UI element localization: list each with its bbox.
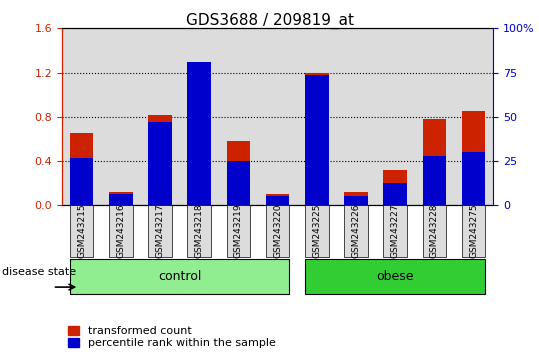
Bar	[70, 158, 93, 205]
Text: obese: obese	[376, 270, 414, 282]
Bar	[266, 196, 289, 205]
Text: GSM243220: GSM243220	[273, 204, 282, 258]
Bar	[305, 205, 329, 257]
Bar	[305, 258, 485, 294]
Bar	[383, 170, 407, 205]
Text: control: control	[158, 270, 201, 282]
Bar	[188, 62, 211, 205]
Text: GDS3688 / 209819_at: GDS3688 / 209819_at	[185, 12, 354, 29]
Bar	[462, 205, 485, 257]
Bar	[148, 115, 172, 205]
Bar	[462, 152, 485, 205]
Bar	[383, 183, 407, 205]
Text: GSM243215: GSM243215	[77, 204, 86, 258]
Bar	[423, 205, 446, 257]
Bar	[266, 205, 289, 257]
Bar	[423, 119, 446, 205]
Bar	[109, 194, 133, 205]
Bar	[344, 205, 368, 257]
Bar	[70, 258, 289, 294]
Text: GSM243218: GSM243218	[195, 204, 204, 258]
Bar	[266, 194, 289, 205]
Text: GSM243226: GSM243226	[351, 204, 361, 258]
Text: GSM243227: GSM243227	[391, 204, 400, 258]
Bar	[344, 192, 368, 205]
Bar	[305, 75, 329, 205]
Bar	[188, 205, 211, 257]
Bar	[344, 196, 368, 205]
Bar	[188, 64, 211, 205]
Bar	[226, 161, 250, 205]
Bar	[70, 133, 93, 205]
Bar	[226, 141, 250, 205]
Bar	[109, 205, 133, 257]
Bar	[70, 205, 93, 257]
Bar	[462, 111, 485, 205]
Bar	[383, 205, 407, 257]
Text: GSM243225: GSM243225	[312, 204, 321, 258]
Bar	[148, 122, 172, 205]
Text: GSM243217: GSM243217	[155, 204, 164, 258]
Bar	[226, 205, 250, 257]
Bar	[305, 73, 329, 205]
Text: disease state: disease state	[2, 267, 76, 277]
Bar	[148, 205, 172, 257]
Bar	[109, 192, 133, 205]
Text: GSM243219: GSM243219	[234, 204, 243, 258]
Legend: transformed count, percentile rank within the sample: transformed count, percentile rank withi…	[67, 326, 275, 348]
Text: GSM243216: GSM243216	[116, 204, 125, 258]
Text: GSM243228: GSM243228	[430, 204, 439, 258]
Bar	[423, 155, 446, 205]
Text: GSM243275: GSM243275	[469, 204, 478, 258]
